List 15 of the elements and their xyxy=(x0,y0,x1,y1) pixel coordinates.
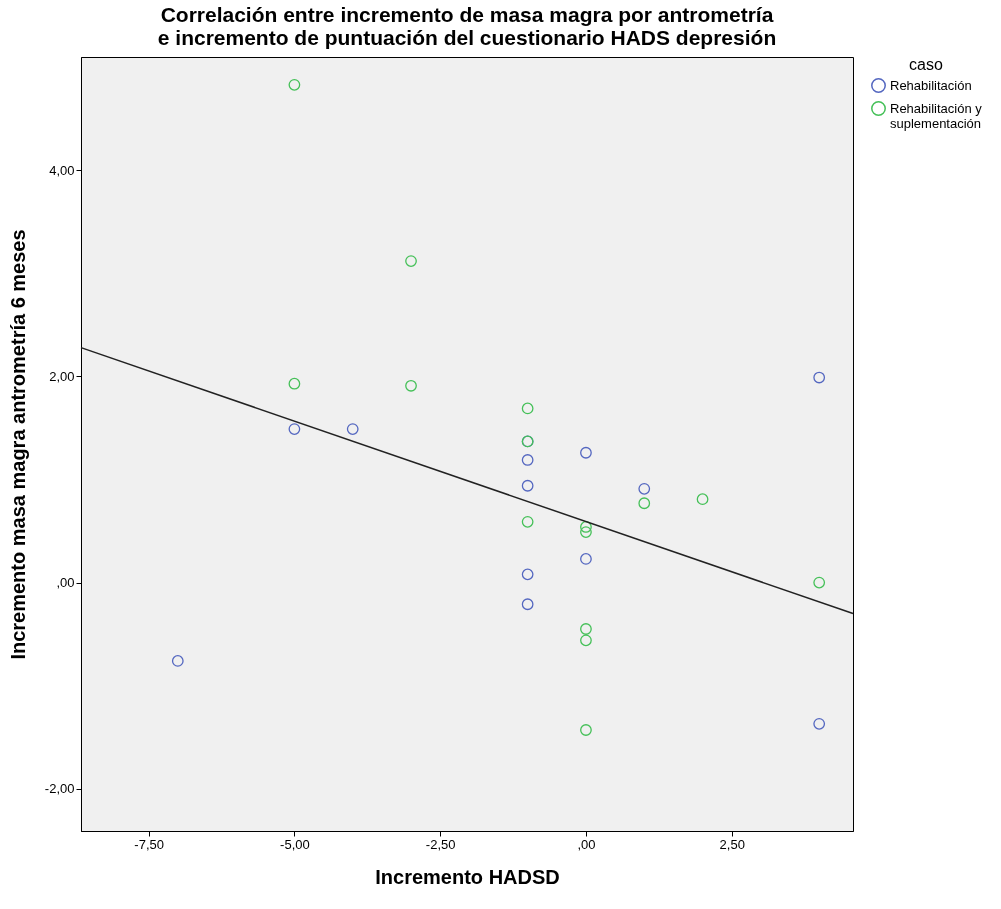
x-tick-label: -2,50 xyxy=(425,836,456,852)
y-tick-label: -2,00 xyxy=(44,781,75,797)
y-tick-label: 4,00 xyxy=(49,162,75,178)
chart-title: Correlación entre incremento de masa magra por antrometría e incremento de puntuación del cuestionario HADS depresión xyxy=(157,3,777,49)
x-tick-label: 2,50 xyxy=(719,836,745,852)
y-tick-label: 2,00 xyxy=(49,368,75,384)
legend-label: Rehabilitación y suplementación xyxy=(890,100,983,131)
y-axis-title: Incremento masa magra antrometría 6 meses xyxy=(6,229,29,660)
y-tick-label: ,00 xyxy=(56,575,75,591)
x-tick-label: ,00 xyxy=(577,836,596,852)
legend-title: caso xyxy=(909,56,943,73)
legend-label: Rehabilitación xyxy=(890,77,972,93)
x-tick-label: -7,50 xyxy=(134,836,164,852)
x-axis-title: Incremento HADSD xyxy=(375,865,560,888)
x-tick-label: -5,00 xyxy=(280,836,310,852)
